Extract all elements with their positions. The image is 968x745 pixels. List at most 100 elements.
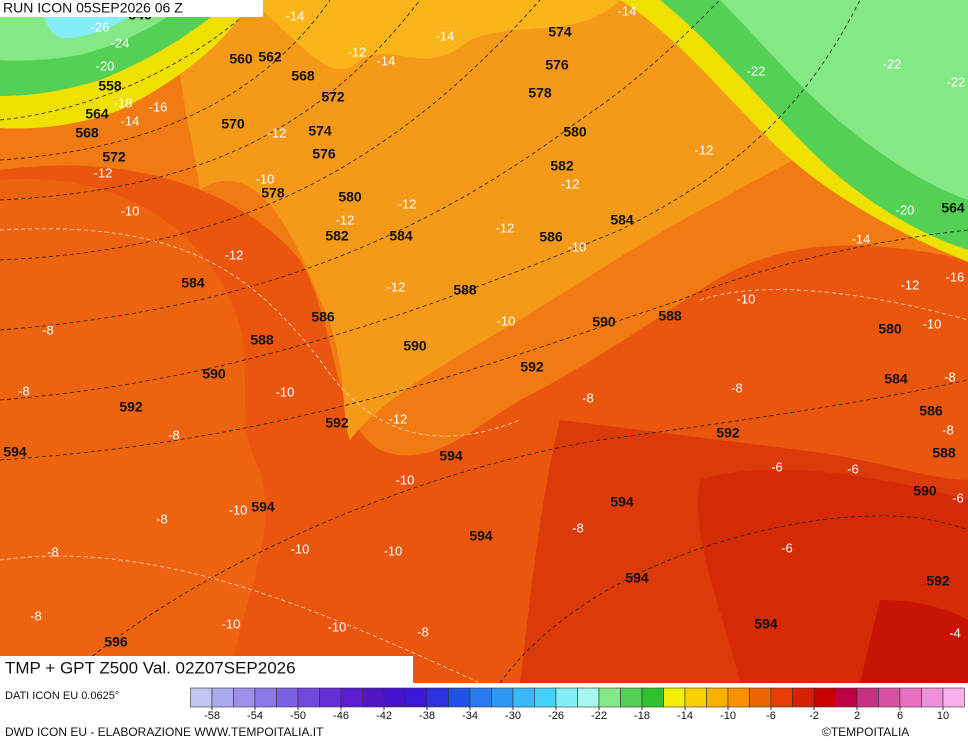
geopotential-label: 572: [102, 149, 126, 165]
geopotential-label: 574: [308, 123, 332, 139]
colorbar-tick-label: -34: [462, 710, 478, 722]
colorbar-swatch: [663, 687, 686, 708]
colorbar-tick-label: 10: [937, 710, 949, 722]
temperature-label: -12: [94, 165, 113, 180]
temperature-label: -10: [222, 616, 241, 631]
temperature-label: -12: [348, 44, 367, 59]
colorbar-swatch: [319, 687, 342, 708]
temperature-label: -8: [47, 544, 59, 559]
colorbar-tick-label: 6: [897, 710, 903, 722]
geopotential-label: 588: [658, 308, 682, 324]
colorbar-swatch: [426, 687, 449, 708]
colorbar-tick-label: -38: [419, 710, 435, 722]
temperature-label: -22: [883, 56, 902, 71]
temperature-label: -8: [156, 511, 168, 526]
geopotential-label: 590: [403, 338, 427, 354]
geopotential-label: 578: [261, 185, 285, 201]
temperature-label: -6: [771, 459, 783, 474]
temperature-label: -10: [229, 502, 248, 517]
geopotential-label: 580: [338, 189, 362, 205]
temperature-label: -8: [18, 383, 30, 398]
temperature-label: -12: [336, 212, 355, 227]
colorbar-tick-label: -22: [591, 710, 607, 722]
colorbar-swatch: [555, 687, 578, 708]
geopotential-label: 578: [528, 85, 552, 101]
temperature-label: -18: [114, 95, 133, 110]
geopotential-label: 580: [878, 321, 902, 337]
colorbar-swatch: [254, 687, 277, 708]
colorbar-swatch: [921, 687, 944, 708]
temperature-label: -4: [949, 625, 961, 640]
temperature-label: -8: [944, 369, 956, 384]
geopotential-label: 582: [325, 228, 349, 244]
geopotential-label: 586: [919, 403, 943, 419]
isolines: [0, 0, 968, 684]
geopotential-label: 586: [311, 309, 335, 325]
colorbar-swatch: [297, 687, 320, 708]
colorbar-swatch: [942, 687, 965, 708]
temperature-label: -6: [847, 461, 859, 476]
geopotential-label: 592: [926, 573, 950, 589]
copyright-text: ©TEMPOITALIA: [822, 725, 909, 739]
geopotential-label: 584: [181, 275, 205, 291]
temperature-label: -12: [225, 247, 244, 262]
geopotential-label: 562: [258, 49, 282, 65]
geopotential-label: 584: [610, 212, 634, 228]
temperature-label: -10: [396, 472, 415, 487]
colorbar-swatch: [706, 687, 729, 708]
run-box: [0, 0, 263, 17]
temperature-label: -8: [417, 624, 429, 639]
colorbar-tick-label: -30: [505, 710, 521, 722]
geopotential-label: 584: [884, 371, 908, 387]
temperature-label: -12: [268, 125, 287, 140]
temperature-label: -8: [942, 422, 954, 437]
colorbar-tick-label: -2: [809, 710, 819, 722]
colorbar-tick-label: -10: [720, 710, 736, 722]
colorbar-swatch: [469, 687, 492, 708]
temperature-label: -12: [901, 277, 920, 292]
temperature-label: -14: [121, 113, 140, 128]
geopotential-label: 594: [3, 444, 27, 460]
colorbar-swatch: [534, 687, 557, 708]
temperature-label: -10: [328, 619, 347, 634]
geopotential-label: 592: [119, 399, 143, 415]
colorbar-swatch: [620, 687, 643, 708]
colorbar-swatch: [835, 687, 858, 708]
geopotential-label: 592: [325, 415, 349, 431]
temperature-label: -10: [737, 291, 756, 306]
colorbar-swatch: [340, 687, 363, 708]
temperature-label: -6: [781, 540, 793, 555]
colorbar-swatch: [491, 687, 514, 708]
colorbar-swatch: [512, 687, 535, 708]
temperature-label: -22: [747, 63, 766, 78]
geopotential-label: 564: [85, 106, 109, 122]
colorbar-tick-label: -26: [548, 710, 564, 722]
geopotential-label: 564: [941, 200, 965, 216]
colorbar-swatch: [362, 687, 385, 708]
colorbar-tick-label: -42: [376, 710, 392, 722]
colorbar-swatch: [383, 687, 406, 708]
geopotential-label: 576: [545, 57, 569, 73]
temperature-label: -20: [896, 202, 915, 217]
colorbar-tick-label: -58: [204, 710, 220, 722]
colorbar-swatch: [856, 687, 879, 708]
colorbar-swatch: [405, 687, 428, 708]
temperature-label: -14: [377, 53, 396, 68]
temperature-label: -14: [852, 231, 871, 246]
colorbar-swatch: [792, 687, 815, 708]
temperature-label: -10: [291, 541, 310, 556]
temperature-label: -12: [387, 279, 406, 294]
geopotential-label: 576: [312, 146, 336, 162]
temperature-label: -8: [572, 520, 584, 535]
colorbar: -58 -54 -50 -46 -42 -38 -34 -30 -26 -22 -18 -14 -10-…: [190, 687, 965, 722]
colorbar-tick-label: -18: [634, 710, 650, 722]
colorbar-tick-label: -6: [766, 710, 776, 722]
geopotential-label: 588: [250, 332, 274, 348]
geopotential-label: 586: [539, 229, 563, 245]
geopotential-label: 560: [229, 51, 253, 67]
geopotential-label: 594: [754, 616, 778, 632]
temperature-label: -6: [952, 490, 964, 505]
temperature-label: -16: [946, 269, 965, 284]
temperature-label: -20: [96, 58, 115, 73]
